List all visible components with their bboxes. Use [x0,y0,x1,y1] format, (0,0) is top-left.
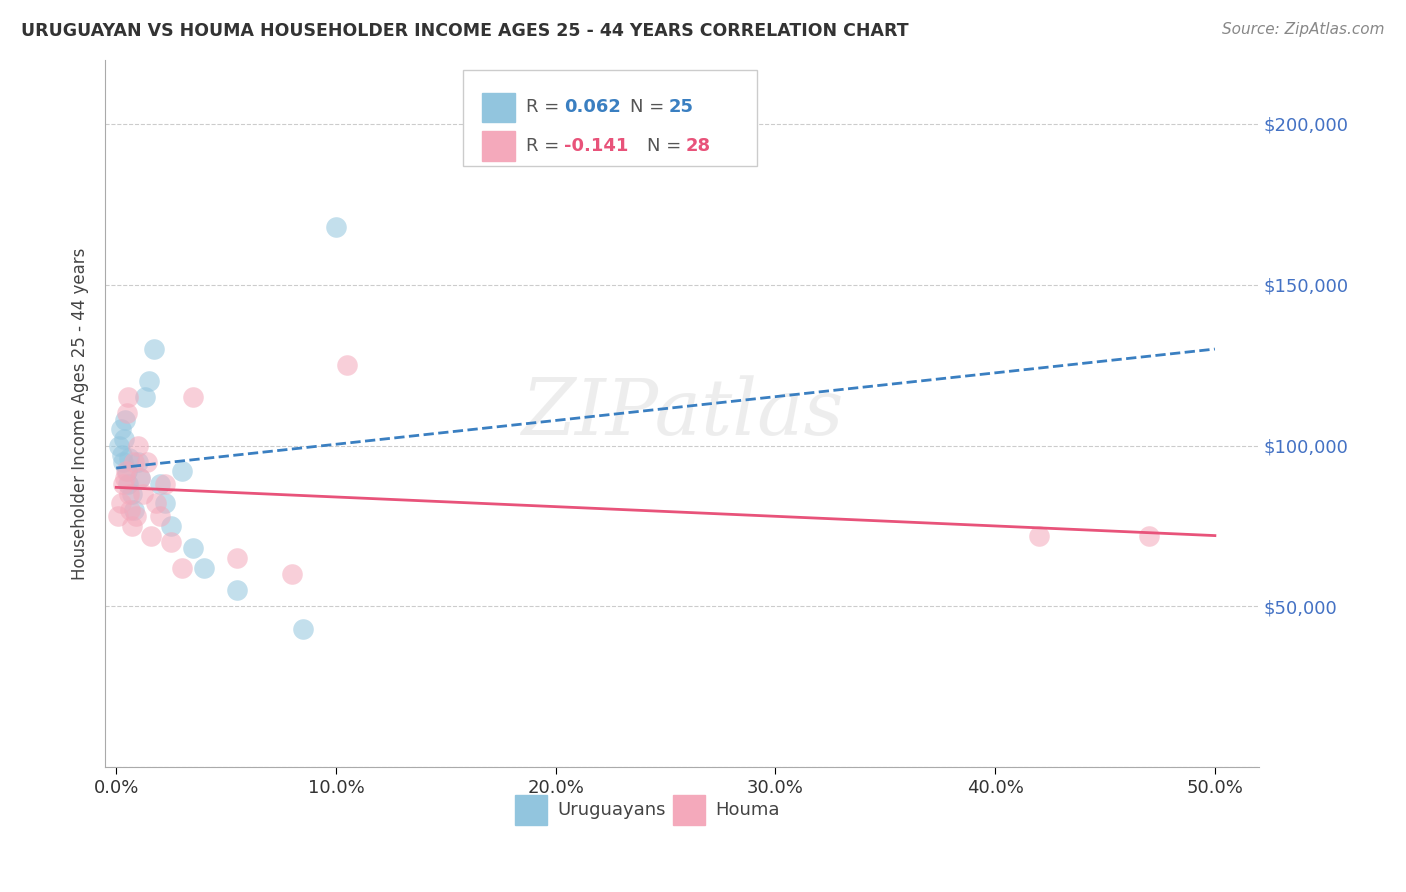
Text: URUGUAYAN VS HOUMA HOUSEHOLDER INCOME AGES 25 - 44 YEARS CORRELATION CHART: URUGUAYAN VS HOUMA HOUSEHOLDER INCOME AG… [21,22,908,40]
Bar [482,131,515,161]
Bar [482,93,515,122]
Point [325,219,347,234]
Point [117,477,139,491]
Point [122,455,145,469]
Point [107,509,129,524]
Point [160,535,183,549]
Point [114,471,136,485]
Text: Source: ZipAtlas.com: Source: ZipAtlas.com [1222,22,1385,37]
Text: Uruguayans: Uruguayans [557,801,666,819]
Point [127,455,149,469]
Bar [673,796,704,825]
Point [110,496,132,510]
Point [108,438,131,452]
Point [281,567,304,582]
Y-axis label: Householder Income Ages 25 - 44 years: Householder Income Ages 25 - 44 years [72,247,89,580]
Text: R =: R = [526,98,565,116]
Point [226,551,249,566]
Point [291,622,314,636]
Point [111,477,134,491]
Bar [515,796,547,825]
Point [336,358,359,372]
Point [145,496,167,510]
Point [115,464,138,478]
Text: N =: N = [630,98,671,116]
Point [153,496,176,510]
Point [111,448,134,462]
Point [125,509,148,524]
Point [181,541,204,556]
Point [115,406,138,420]
Point [1137,528,1160,542]
Point [122,503,145,517]
Point [1028,528,1050,542]
Point [127,438,149,452]
Point [141,528,163,542]
Point [134,390,156,404]
Text: 28: 28 [686,137,710,155]
Point [115,464,138,478]
Text: N =: N = [647,137,688,155]
Point [172,464,194,478]
Text: 25: 25 [668,98,693,116]
Point [121,487,143,501]
Point [172,560,194,574]
Point [129,471,152,485]
Text: 0.062: 0.062 [564,98,621,116]
Point [149,477,172,491]
Text: -0.141: -0.141 [564,137,628,155]
Point [117,390,139,404]
Point [112,432,135,446]
Point [118,487,141,501]
Point [142,342,165,356]
Point [136,455,159,469]
Point [129,471,152,485]
Point [149,509,172,524]
Point [153,477,176,491]
Point [226,583,249,598]
Point [114,413,136,427]
Point [111,455,134,469]
Point [160,519,183,533]
Point [131,487,153,501]
Text: R =: R = [526,137,565,155]
Point [193,560,215,574]
Point [118,451,141,466]
Point [121,519,143,533]
Text: Houma: Houma [716,801,780,819]
FancyBboxPatch shape [463,70,756,166]
Point [120,503,142,517]
Point [181,390,204,404]
Point [110,422,132,436]
Point [138,374,160,388]
Text: ZIPatlas: ZIPatlas [520,376,844,451]
